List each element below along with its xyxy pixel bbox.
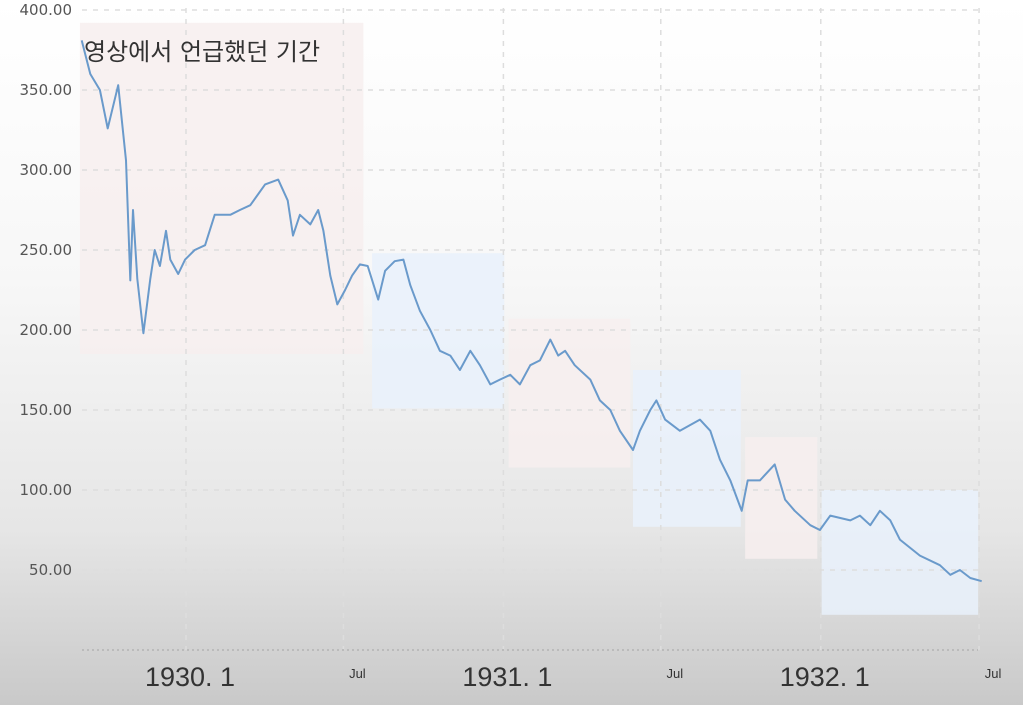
- y-axis-ticks: 50.00 100.00 150.00 200.00 250.00 300.00 350.0…: [20, 1, 73, 579]
- y-tick-label: 150.00: [20, 401, 73, 419]
- highlight-period-pink: [745, 437, 818, 559]
- x-tick-label: Jul: [666, 666, 683, 681]
- y-tick-label: 250.00: [20, 241, 73, 259]
- x-tick-label: 1931. 1: [462, 662, 552, 692]
- y-tick-label: 200.00: [20, 321, 73, 339]
- highlight-periods: [79, 22, 979, 615]
- highlight-period-pink: [508, 318, 631, 468]
- y-tick-label: 100.00: [20, 481, 73, 499]
- y-tick-label: 50.00: [29, 561, 72, 579]
- y-tick-label: 350.00: [20, 81, 73, 99]
- x-axis-ticks: 1930. 1 Jul 1931. 1 Jul 1932. 1 Jul: [145, 662, 1002, 692]
- y-tick-label: 300.00: [20, 161, 73, 179]
- highlight-period-blue: [372, 253, 505, 409]
- highlight-period-blue: [632, 370, 741, 527]
- x-tick-label: 1932. 1: [780, 662, 870, 692]
- highlight-period-pink: [79, 22, 364, 355]
- chart-annotation: 영상에서 언급했던 기간: [84, 38, 321, 66]
- highlight-period-blue: [821, 490, 979, 615]
- x-tick-label: Jul: [349, 666, 366, 681]
- y-tick-label: 400.00: [20, 1, 73, 19]
- x-tick-label: Jul: [985, 666, 1002, 681]
- x-tick-label: 1930. 1: [145, 662, 235, 692]
- grid-lines: [82, 8, 980, 650]
- series-line: [80, 40, 982, 583]
